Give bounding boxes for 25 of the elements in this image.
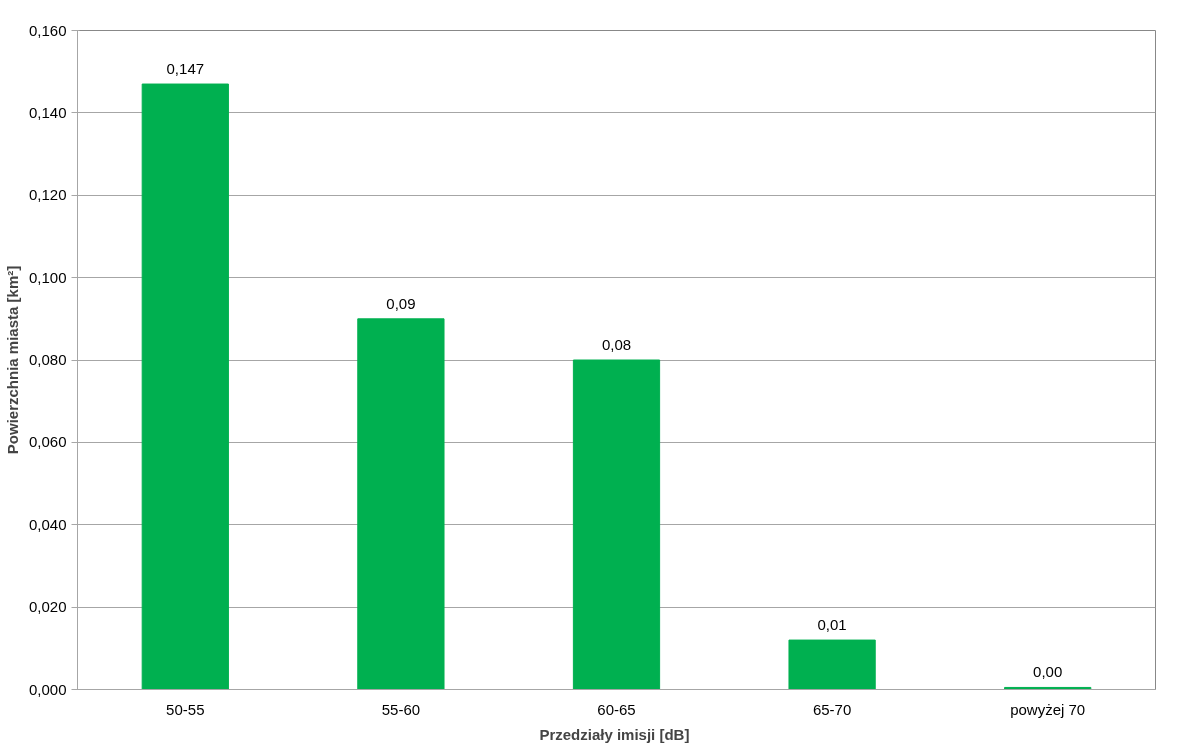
data-label: 0,08: [601, 336, 632, 353]
data-label: 0,147: [166, 60, 205, 78]
y-tick-label: 0,040: [28, 515, 67, 533]
y-tick-label: 0,140: [28, 103, 67, 121]
y-axis-title: Powierzchnia miasta [km²]: [3, 265, 21, 455]
data-label: 0,01: [817, 616, 847, 634]
data-label: 0,09: [386, 294, 416, 312]
y-tick-label: 0,000: [28, 680, 67, 698]
bar: [788, 639, 876, 690]
y-tick-label: 0,080: [28, 351, 67, 368]
y-tick-label: 0,160: [28, 21, 67, 39]
x-axis-title: Przedziały imisji [dB]: [539, 725, 690, 743]
x-tick-label: 50-55: [166, 700, 205, 718]
y-tick-label: 0,120: [28, 186, 67, 204]
data-label: 0,00: [1033, 663, 1063, 681]
y-tick-label: 0,060: [28, 433, 67, 451]
bar: [572, 359, 661, 690]
x-tick-label: powyżej 70: [1010, 700, 1086, 718]
bar: [141, 83, 229, 690]
bar: [357, 318, 445, 690]
x-tick-label: 60-65: [597, 700, 636, 718]
y-tick-label: 0,020: [28, 598, 67, 616]
x-tick-label: 55-60: [381, 700, 421, 718]
x-tick-label: 65-70: [812, 700, 852, 718]
y-tick-label: 0,100: [28, 268, 67, 286]
